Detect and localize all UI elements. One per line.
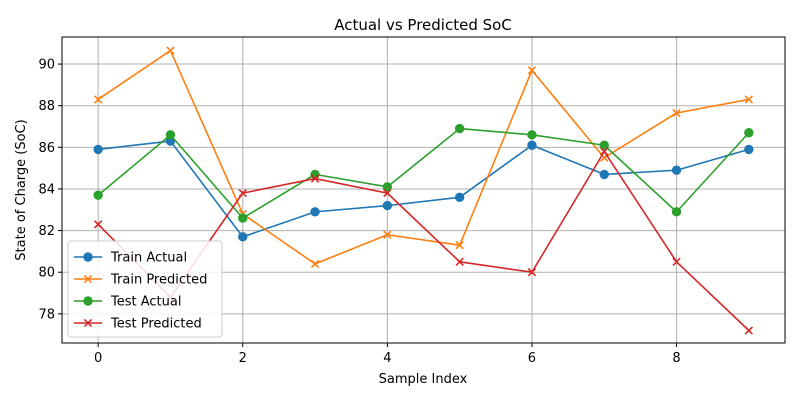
y-tick-label: 90: [38, 58, 55, 73]
data-point-train-predicted: [744, 95, 754, 104]
y-tick-label: 84: [38, 182, 55, 197]
data-point-train-actual: [744, 144, 754, 155]
data-point-train-actual: [310, 207, 320, 217]
data-point-train-actual: [93, 144, 103, 155]
y-tick-label: 88: [38, 99, 55, 114]
data-point-test-predicted: [455, 257, 464, 266]
data-point-train-predicted: [455, 240, 464, 250]
legend: Train Actual Train Predicted Test Actual Te…: [67, 240, 223, 338]
x-tick-label: 0: [94, 351, 102, 366]
x-tick-label: 2: [239, 351, 247, 366]
data-point-test-actual: [671, 207, 682, 217]
x-tick-label: 6: [528, 351, 536, 366]
x-axis-label: Sample Index: [379, 372, 468, 387]
data-point-train-actual: [238, 232, 248, 242]
series-line-train-actual: [98, 140, 750, 238]
data-point-test-predicted: [744, 326, 754, 335]
data-point-test-predicted: [672, 257, 681, 266]
data-point-test-predicted: [527, 268, 537, 277]
data-point-test-actual: [93, 190, 103, 200]
data-point-test-actual: [454, 123, 465, 134]
data-point-test-actual: [527, 130, 537, 140]
data-point-test-predicted: [93, 220, 103, 229]
data-point-train-predicted: [310, 259, 320, 269]
data-point-test-actual: [599, 140, 609, 150]
data-point-train-predicted: [383, 230, 392, 239]
data-point-train-predicted: [672, 108, 681, 118]
data-point-train-actual: [454, 192, 465, 202]
data-point-train-actual: [599, 169, 609, 180]
series-line-test-actual: [97, 127, 750, 219]
legend-marker-train-predicted: [83, 274, 93, 284]
series-line-train-predicted: [97, 49, 749, 265]
y-tick-label: 82: [38, 224, 55, 239]
y-tick-label: 78: [38, 307, 55, 322]
data-point-train-actual: [671, 165, 682, 175]
data-point-test-actual: [744, 128, 754, 138]
legend-marker-test-predicted: [83, 318, 93, 328]
legend-box: [67, 240, 223, 338]
data-point-test-actual: [238, 213, 248, 223]
tick-layer: 0 2 4 6 8 78 80 82 84 86 88 90: [38, 58, 680, 366]
legend-entry-test-actual: Test Actual: [74, 295, 181, 310]
data-point-train-predicted: [166, 46, 175, 55]
data-point-train-predicted: [527, 66, 537, 75]
legend-label: Test Actual: [110, 295, 181, 310]
series-train-actual: [93, 136, 754, 242]
y-tick-label: 86: [38, 141, 55, 156]
chart-title: Actual vs Predicted SoC: [334, 16, 512, 34]
series-test-actual: [93, 123, 754, 223]
legend-entry-test-predicted: Test Predicted: [74, 317, 202, 332]
data-point-test-actual: [165, 130, 176, 140]
data-point-test-predicted: [238, 188, 247, 198]
legend-label: Train Predicted: [110, 273, 207, 288]
legend-entry-train-predicted: Train Predicted: [74, 273, 207, 288]
legend-label: Train Actual: [110, 251, 187, 266]
legend-label: Test Predicted: [110, 317, 202, 332]
data-point-test-actual: [310, 169, 320, 180]
legend-marker-train-actual: [83, 252, 93, 262]
x-tick-label: 8: [672, 351, 680, 366]
plot-frame: [61, 36, 786, 344]
data-point-train-actual: [382, 200, 393, 211]
x-tick-label: 4: [383, 351, 391, 366]
data-point-train-predicted: [93, 95, 103, 104]
legend-entry-train-actual: Train Actual: [74, 251, 187, 266]
data-point-test-predicted: [600, 147, 609, 156]
y-axis-label: State of Charge (SoC): [14, 119, 29, 260]
data-point-test-actual: [382, 182, 393, 192]
data-point-test-predicted: [310, 174, 320, 183]
y-tick-label: 80: [38, 266, 55, 281]
data-point-test-predicted: [383, 188, 392, 198]
legend-marker-test-actual: [83, 296, 93, 306]
series-train-predicted: [93, 46, 754, 269]
data-point-train-actual: [527, 140, 537, 150]
